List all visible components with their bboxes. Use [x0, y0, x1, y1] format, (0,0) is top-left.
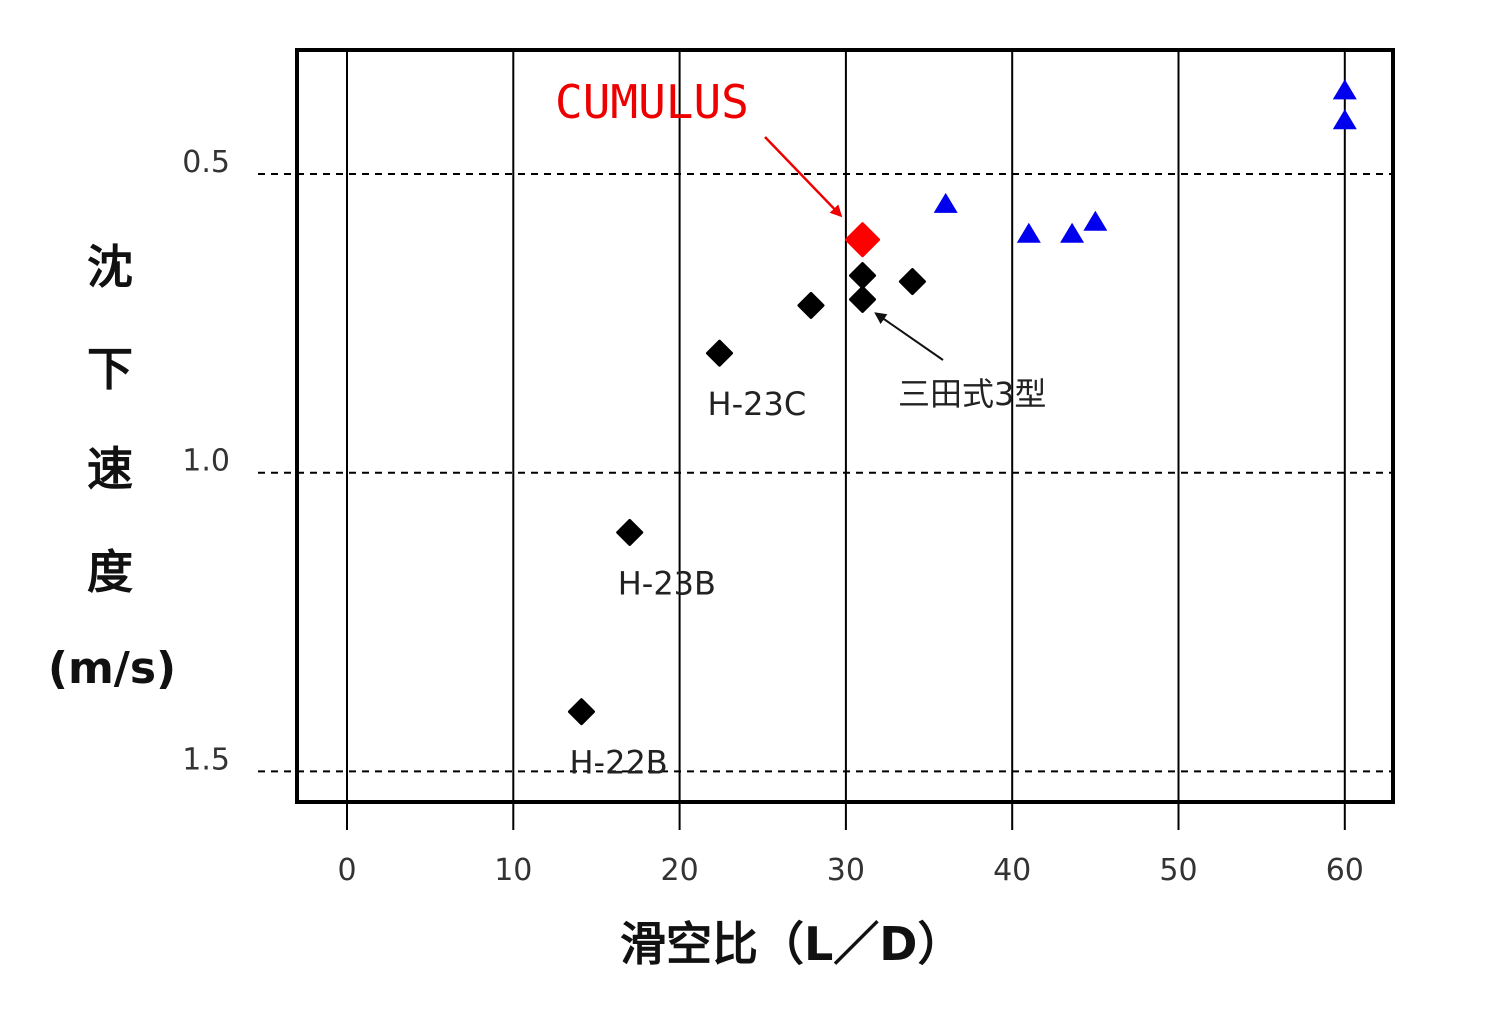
annotation-mita: 三田式3型 [874, 312, 1046, 413]
y-tick-label: 1.5 [182, 742, 230, 777]
data-point-triangle [1332, 79, 1357, 100]
annotation-cumulus: CUMULUS [555, 75, 843, 218]
grid [258, 50, 1393, 830]
data-point-triangle [1332, 109, 1357, 130]
y-tick-label: 1.0 [182, 444, 230, 479]
data-point-triangle [933, 192, 958, 213]
y-axis-title-char: 沈 [87, 240, 133, 294]
data-point-diamond [706, 339, 734, 367]
y-axis-title-char: 速 [87, 442, 133, 496]
data-point-triangle [1016, 222, 1041, 243]
data-point-triangle [1083, 210, 1108, 231]
data-point-diamond [849, 262, 877, 290]
annotation-mita-arrow [874, 312, 944, 361]
point-label: H-23B [618, 564, 716, 602]
y-axis-title-char: 下 [87, 342, 133, 396]
plot-frame [295, 48, 1395, 804]
x-tick-label: 20 [661, 853, 699, 888]
y-axis-title-char: 度 [87, 545, 133, 599]
data-points [567, 79, 1357, 726]
x-tick-label: 0 [337, 853, 356, 888]
data-point-diamond [567, 698, 595, 726]
data-point-diamond [797, 291, 825, 319]
point-labels: H-22B H-23B H-23C [569, 385, 806, 781]
x-tick-label: 50 [1159, 853, 1197, 888]
x-tick-label: 60 [1326, 853, 1364, 888]
tick-labels: 0 10 20 30 40 50 60 0.5 1.0 1.5 [182, 145, 1364, 888]
annotation-mita-text: 三田式3型 [898, 375, 1046, 413]
point-label: H-23C [708, 385, 807, 423]
data-point-diamond [898, 268, 926, 296]
data-point-diamond [849, 285, 877, 313]
data-point-diamond [845, 222, 881, 258]
y-tick-label: 0.5 [182, 145, 230, 180]
annotation-cumulus-text: CUMULUS [555, 75, 749, 129]
x-tick-label: 40 [993, 853, 1031, 888]
annotation-cumulus-arrow [764, 136, 843, 218]
data-point-triangle [1060, 222, 1085, 243]
x-axis-title: 滑空比（L／D） [620, 917, 964, 971]
data-point-diamond [616, 518, 644, 546]
point-label: H-22B [569, 744, 667, 782]
y-axis-unit: (m/s) [48, 643, 176, 694]
x-tick-label: 10 [494, 853, 532, 888]
x-tick-label: 30 [827, 853, 865, 888]
